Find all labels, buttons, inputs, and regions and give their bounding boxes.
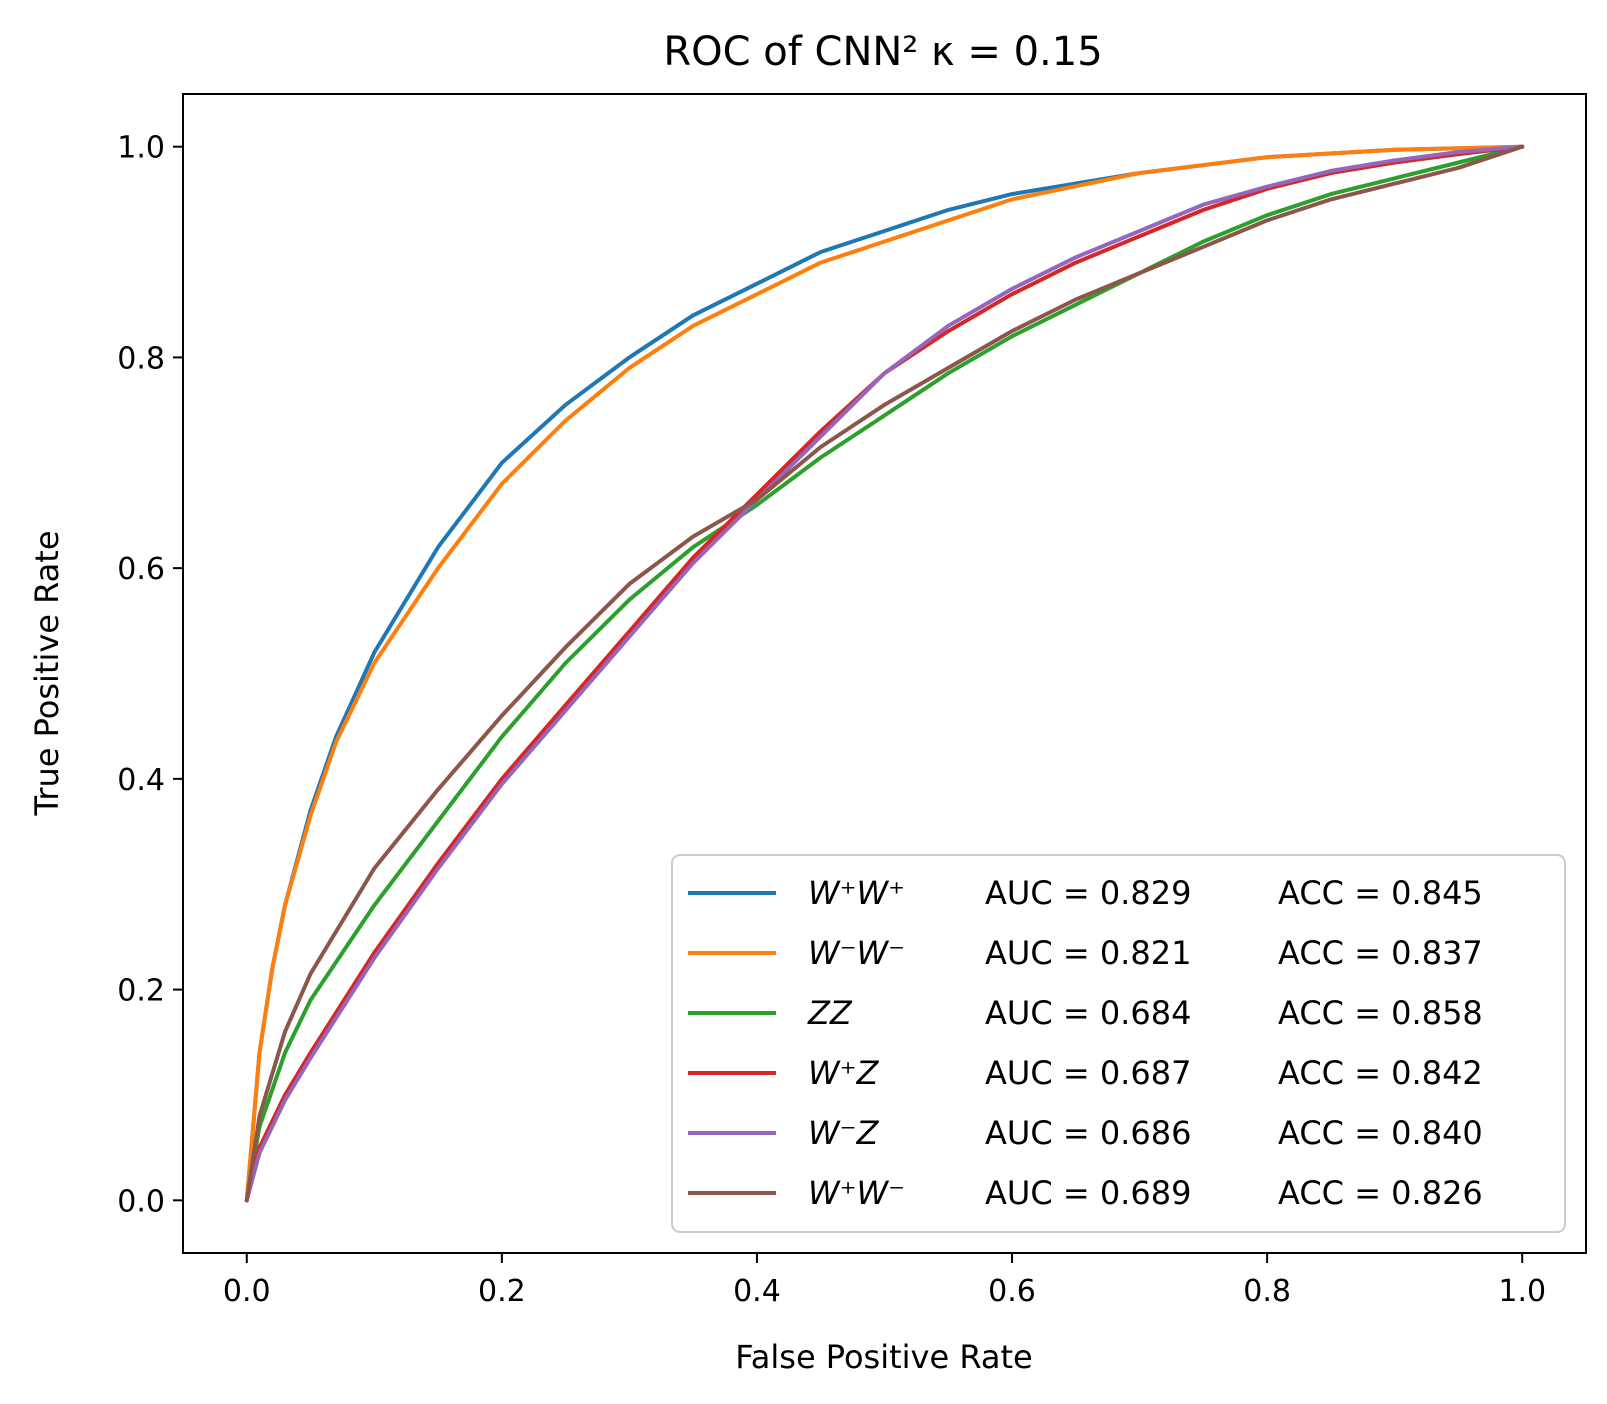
x-axis-label: False Positive Rate [735, 1338, 1032, 1376]
x-tick-label: 0.0 [223, 1274, 271, 1309]
roc-curve-5 [244, 144, 1525, 1203]
roc-curve-2 [244, 144, 1525, 1203]
y-tick-label: 1.0 [117, 131, 165, 166]
legend-series-name: W⁻Z [808, 1114, 880, 1152]
legend-acc: ACC = 0.840 [1278, 1114, 1483, 1152]
y-tick-label: 0.4 [117, 763, 165, 798]
legend-auc: AUC = 0.829 [985, 874, 1191, 912]
roc-curve-3 [244, 144, 1525, 1203]
y-tick-label: 0.2 [117, 974, 165, 1009]
legend-acc: ACC = 0.845 [1278, 874, 1483, 912]
legend-auc: AUC = 0.687 [985, 1054, 1191, 1092]
legend-acc: ACC = 0.837 [1278, 934, 1483, 972]
legend-series-name: W⁻W⁻ [808, 934, 905, 972]
plot-frame [182, 93, 1587, 1254]
chart-title: ROC of CNN² κ = 0.15 [663, 29, 1102, 75]
x-tick-label: 0.8 [1243, 1274, 1291, 1309]
x-tick-label: 0.6 [988, 1274, 1036, 1309]
legend-auc: AUC = 0.689 [985, 1174, 1191, 1212]
y-tick-label: 0.0 [117, 1184, 165, 1219]
x-tick-label: 0.2 [478, 1274, 526, 1309]
legend-acc: ACC = 0.858 [1278, 994, 1483, 1032]
roc-curve-6 [244, 144, 1525, 1203]
x-axis: 0.0 0.2 0.4 0.6 0.8 1.0 [223, 1253, 1546, 1309]
legend-series-name: W⁺W⁺ [808, 874, 905, 912]
y-tick-label: 0.8 [117, 341, 165, 376]
legend-acc: ACC = 0.842 [1278, 1054, 1483, 1092]
legend-auc: AUC = 0.684 [985, 994, 1191, 1032]
legend-frame [671, 854, 1566, 1233]
legend-auc: AUC = 0.686 [985, 1114, 1191, 1152]
legend-acc: ACC = 0.826 [1278, 1174, 1483, 1212]
y-axis-label: True Positive Rate [28, 530, 66, 816]
legend: W⁺W⁺ AUC = 0.829 ACC = 0.845 W⁻W⁻ AUC = 0.82… [671, 854, 1566, 1233]
curves-layer [244, 144, 1525, 1203]
y-axis: 0.0 0.2 0.4 0.6 0.8 1.0 [117, 131, 183, 1219]
legend-series-name: ZZ [807, 994, 853, 1032]
roc-curve-4 [244, 144, 1525, 1203]
legend-auc: AUC = 0.821 [985, 934, 1191, 972]
x-tick-label: 1.0 [1498, 1274, 1546, 1309]
y-tick-label: 0.6 [117, 552, 165, 587]
x-tick-label: 0.4 [733, 1274, 781, 1309]
legend-series-name: W⁺W⁻ [808, 1174, 905, 1212]
legend-series-name: W⁺Z [808, 1054, 880, 1092]
